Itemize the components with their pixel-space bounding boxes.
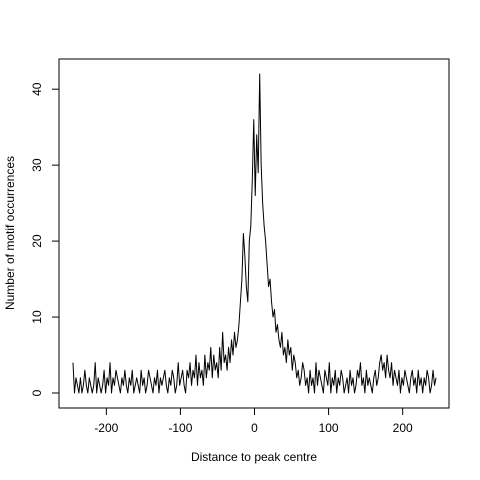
x-axis-label: Distance to peak centre (191, 450, 317, 464)
x-tick-label: 200 (393, 421, 413, 435)
y-axis-label: Number of motif occurrences (3, 156, 17, 310)
x-tick-label: -100 (168, 421, 192, 435)
x-tick-label: -200 (94, 421, 118, 435)
y-tick-label: 30 (30, 158, 44, 172)
y-tick-label: 20 (30, 234, 44, 248)
plot-area: -200 -100 0 100 200 0 10 20 30 40 (30, 58, 450, 435)
y-tick-label: 40 (30, 82, 44, 96)
y-tick-label: 10 (30, 310, 44, 324)
x-tick-label: 100 (319, 421, 339, 435)
x-tick-label: 0 (251, 421, 258, 435)
series-line (72, 73, 437, 394)
y-tick-label: 0 (30, 389, 44, 396)
